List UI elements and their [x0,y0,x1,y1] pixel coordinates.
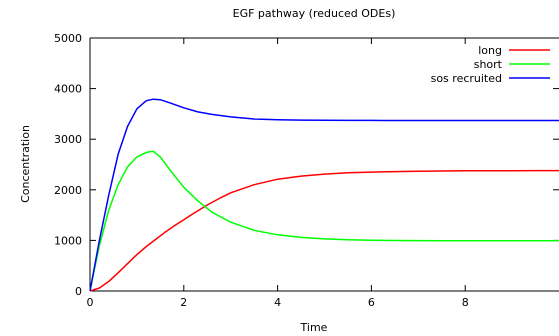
chart-title: EGF pathway (reduced ODEs) [233,7,396,20]
x-tick-label: 2 [180,296,187,309]
legend-label: short [474,58,503,71]
ticks: 0 1000 2000 3000 4000 5000 0 2 4 6 8 [54,32,559,309]
x-axis-label: Time [300,321,328,334]
legend-label: sos recruited [431,72,502,85]
y-tick-label: 3000 [54,133,82,146]
series-line-short [89,150,559,292]
y-tick-label: 5000 [54,32,82,45]
axes [89,37,559,292]
x-tick-label: 4 [274,296,281,309]
x-tick-label: 8 [462,296,469,309]
series-line-long [89,169,559,292]
y-tick-label: 2000 [54,184,82,197]
y-tick-label: 0 [75,285,82,298]
y-axis-label: Concentration [19,125,32,203]
y-tick-label: 4000 [54,83,82,96]
y-tick-label: 1000 [54,234,82,247]
legend-label: long [478,44,502,57]
series-line-sos-recruited [89,98,559,292]
x-tick-label: 6 [368,296,375,309]
series-group [89,98,559,292]
x-tick-label: 0 [87,296,94,309]
